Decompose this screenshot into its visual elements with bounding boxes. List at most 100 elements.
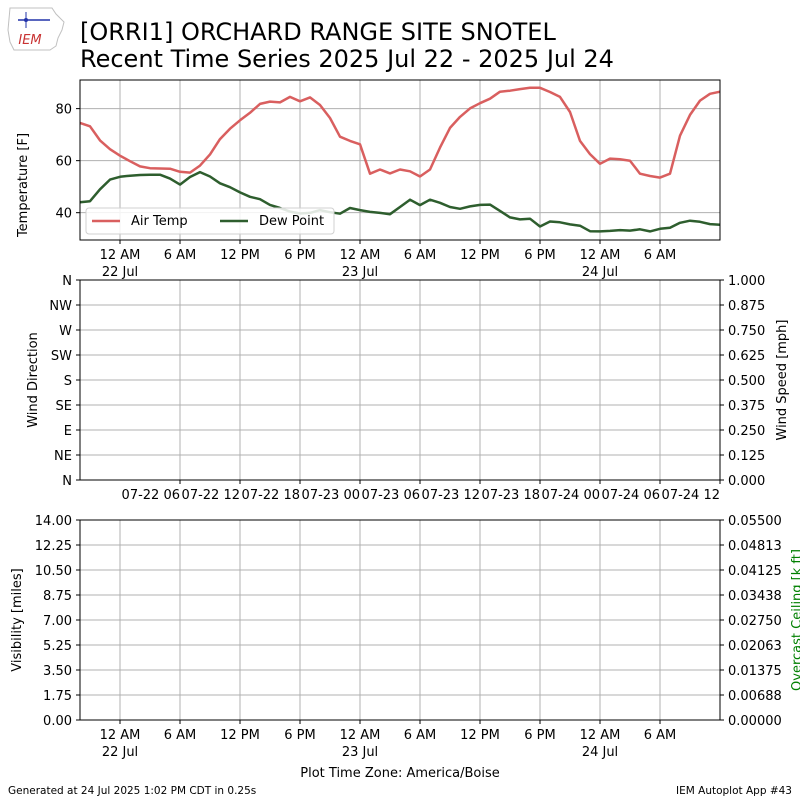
x-tick-label: 6 PM <box>284 728 315 743</box>
visibility-tick-label: 8.75 <box>43 589 72 604</box>
legend-label-dew-point: Dew Point <box>259 214 324 229</box>
temperature-ylabel: Temperature [F] <box>16 133 31 238</box>
wind-speed-tick-label: 0.375 <box>728 399 765 414</box>
wind-x-tick-label: 07-24 00 <box>542 488 600 503</box>
x-day-label: 22 Jul <box>102 265 138 280</box>
ceiling-tick-label: 0.03438 <box>728 589 782 604</box>
x-day-label: 24 Jul <box>582 265 618 280</box>
ceiling-tick-label: 0.00688 <box>728 689 782 704</box>
temperature-legend: Air Temp Dew Point <box>85 207 335 235</box>
wind-direction-tick-label: NE <box>54 449 72 464</box>
x-tick-label: 12 PM <box>220 248 260 263</box>
wind-direction-tick-label: SW <box>51 349 72 364</box>
x-tick-label: 6 AM <box>404 728 437 743</box>
visibility-ylabel: Visibility [miles] <box>10 568 25 671</box>
wind-x-tick-label: 07-22 18 <box>242 488 300 503</box>
wind-speed-tick-label: 0.875 <box>728 299 765 314</box>
wind-direction-tick-label: W <box>59 324 72 339</box>
x-tick-label: 12 AM <box>340 728 381 743</box>
x-tick-label: 6 PM <box>524 728 555 743</box>
wind-direction-tick-label: E <box>64 424 72 439</box>
wind-x-tick-label: 07-23 00 <box>302 488 360 503</box>
visibility-tick-label: 14.00 <box>35 514 72 529</box>
x-tick-label: 12 AM <box>100 248 141 263</box>
wind-direction-tick-label: N <box>62 474 72 489</box>
logo-text: IEM <box>18 33 41 48</box>
x-tick-label: 12 PM <box>460 728 500 743</box>
y-tick-label: 40 <box>55 207 72 222</box>
visibility-tick-label: 7.00 <box>43 614 72 629</box>
visibility-tick-label: 5.25 <box>43 639 72 654</box>
ceiling-ylabel: Overcast Ceiling [k ft] <box>790 549 800 691</box>
wind-direction-tick-label: NW <box>49 299 72 314</box>
ceiling-tick-label: 0.05500 <box>728 514 782 529</box>
wind-speed-tick-label: 0.000 <box>728 474 765 489</box>
x-day-label: 22 Jul <box>102 745 138 760</box>
visibility-axes-frame <box>79 519 721 721</box>
wind-x-tick-label: 07-23 06 <box>362 488 420 503</box>
wind-speed-tick-label: 0.500 <box>728 374 765 389</box>
wind-x-tick-label: 07-22 12 <box>182 488 240 503</box>
time-axis-xlabel: Plot Time Zone: America/Boise <box>300 766 499 781</box>
x-tick-label: 12 AM <box>580 248 621 263</box>
wind-x-tick-label: 07-22 06 <box>122 488 180 503</box>
wind-x-tick-label: 07-24 12 <box>662 488 720 503</box>
x-tick-label: 12 AM <box>580 728 621 743</box>
ceiling-tick-label: 0.02750 <box>728 614 782 629</box>
app-note: IEM Autoplot App #43 <box>676 785 792 797</box>
wind-x-tick-label: 07-23 18 <box>482 488 540 503</box>
wind-direction-tick-label: SE <box>56 399 72 414</box>
x-tick-label: 12 AM <box>100 728 141 743</box>
air-temp-line <box>79 86 721 179</box>
wind-speed-tick-label: 0.750 <box>728 324 765 339</box>
x-tick-label: 6 AM <box>644 248 677 263</box>
chart-subtitle: Recent Time Series 2025 Jul 22 - 2025 Ju… <box>80 45 614 73</box>
wind-x-tick-label: 07-23 12 <box>422 488 480 503</box>
wind-speed-ylabel: Wind Speed [mph] <box>775 320 790 441</box>
x-tick-label: 12 PM <box>220 728 260 743</box>
generated-note: Generated at 24 Jul 2025 1:02 PM CDT in … <box>8 785 256 797</box>
ceiling-tick-label: 0.01375 <box>728 664 782 679</box>
x-tick-label: 6 AM <box>164 248 197 263</box>
temperature-panel: 12 AM 6 AM 12 PM 6 PM 12 AM 6 AM 12 PM 6 PM 12 A… <box>55 79 721 280</box>
wind-panel: N 0.000 NE 0.125 E 0.250 SE 0.375 S 0.500 SW 0.625 W… <box>49 274 765 503</box>
visibility-tick-label: 12.25 <box>35 539 72 554</box>
wind-speed-tick-label: 0.250 <box>728 424 765 439</box>
x-tick-label: 6 AM <box>404 248 437 263</box>
ceiling-tick-label: 0.00000 <box>728 714 782 729</box>
ceiling-tick-label: 0.04813 <box>728 539 782 554</box>
wind-axes-frame <box>79 279 721 481</box>
ceiling-tick-label: 0.04125 <box>728 564 782 579</box>
x-tick-label: 12 PM <box>460 248 500 263</box>
visibility-tick-label: 10.50 <box>35 564 72 579</box>
legend-box <box>85 207 335 235</box>
x-tick-label: 6 PM <box>284 248 315 263</box>
x-day-label: 24 Jul <box>582 745 618 760</box>
x-tick-label: 6 PM <box>524 248 555 263</box>
iem-logo: IEM <box>7 7 65 51</box>
x-tick-label: 6 AM <box>164 728 197 743</box>
legend-label-air-temp: Air Temp <box>131 214 188 229</box>
visibility-tick-label: 1.75 <box>43 689 72 704</box>
chart-title: [ORRI1] ORCHARD RANGE SITE SNOTEL <box>80 18 556 46</box>
x-day-label: 23 Jul <box>342 745 378 760</box>
wind-x-tick-label: 07-24 06 <box>602 488 660 503</box>
wind-speed-tick-label: 1.000 <box>728 274 765 289</box>
x-day-label: 23 Jul <box>342 265 378 280</box>
iowa-outline-icon <box>7 7 65 51</box>
visibility-tick-label: 0.00 <box>43 714 72 729</box>
wind-speed-tick-label: 0.625 <box>728 349 765 364</box>
wind-speed-tick-label: 0.125 <box>728 449 765 464</box>
temperature-axes-frame <box>79 79 721 241</box>
y-tick-label: 80 <box>55 103 72 118</box>
ceiling-tick-label: 0.02063 <box>728 639 782 654</box>
dew-point-line <box>79 170 721 233</box>
y-tick-label: 60 <box>55 155 72 170</box>
wind-direction-ylabel: Wind Direction <box>26 332 41 428</box>
x-tick-label: 6 AM <box>644 728 677 743</box>
visibility-panel: 0.00 0.00000 1.75 0.00688 3.50 0.01375 5.25 0.0… <box>35 514 782 760</box>
x-tick-label: 12 AM <box>340 248 381 263</box>
visibility-tick-label: 3.50 <box>43 664 72 679</box>
wind-direction-tick-label: S <box>64 374 72 389</box>
